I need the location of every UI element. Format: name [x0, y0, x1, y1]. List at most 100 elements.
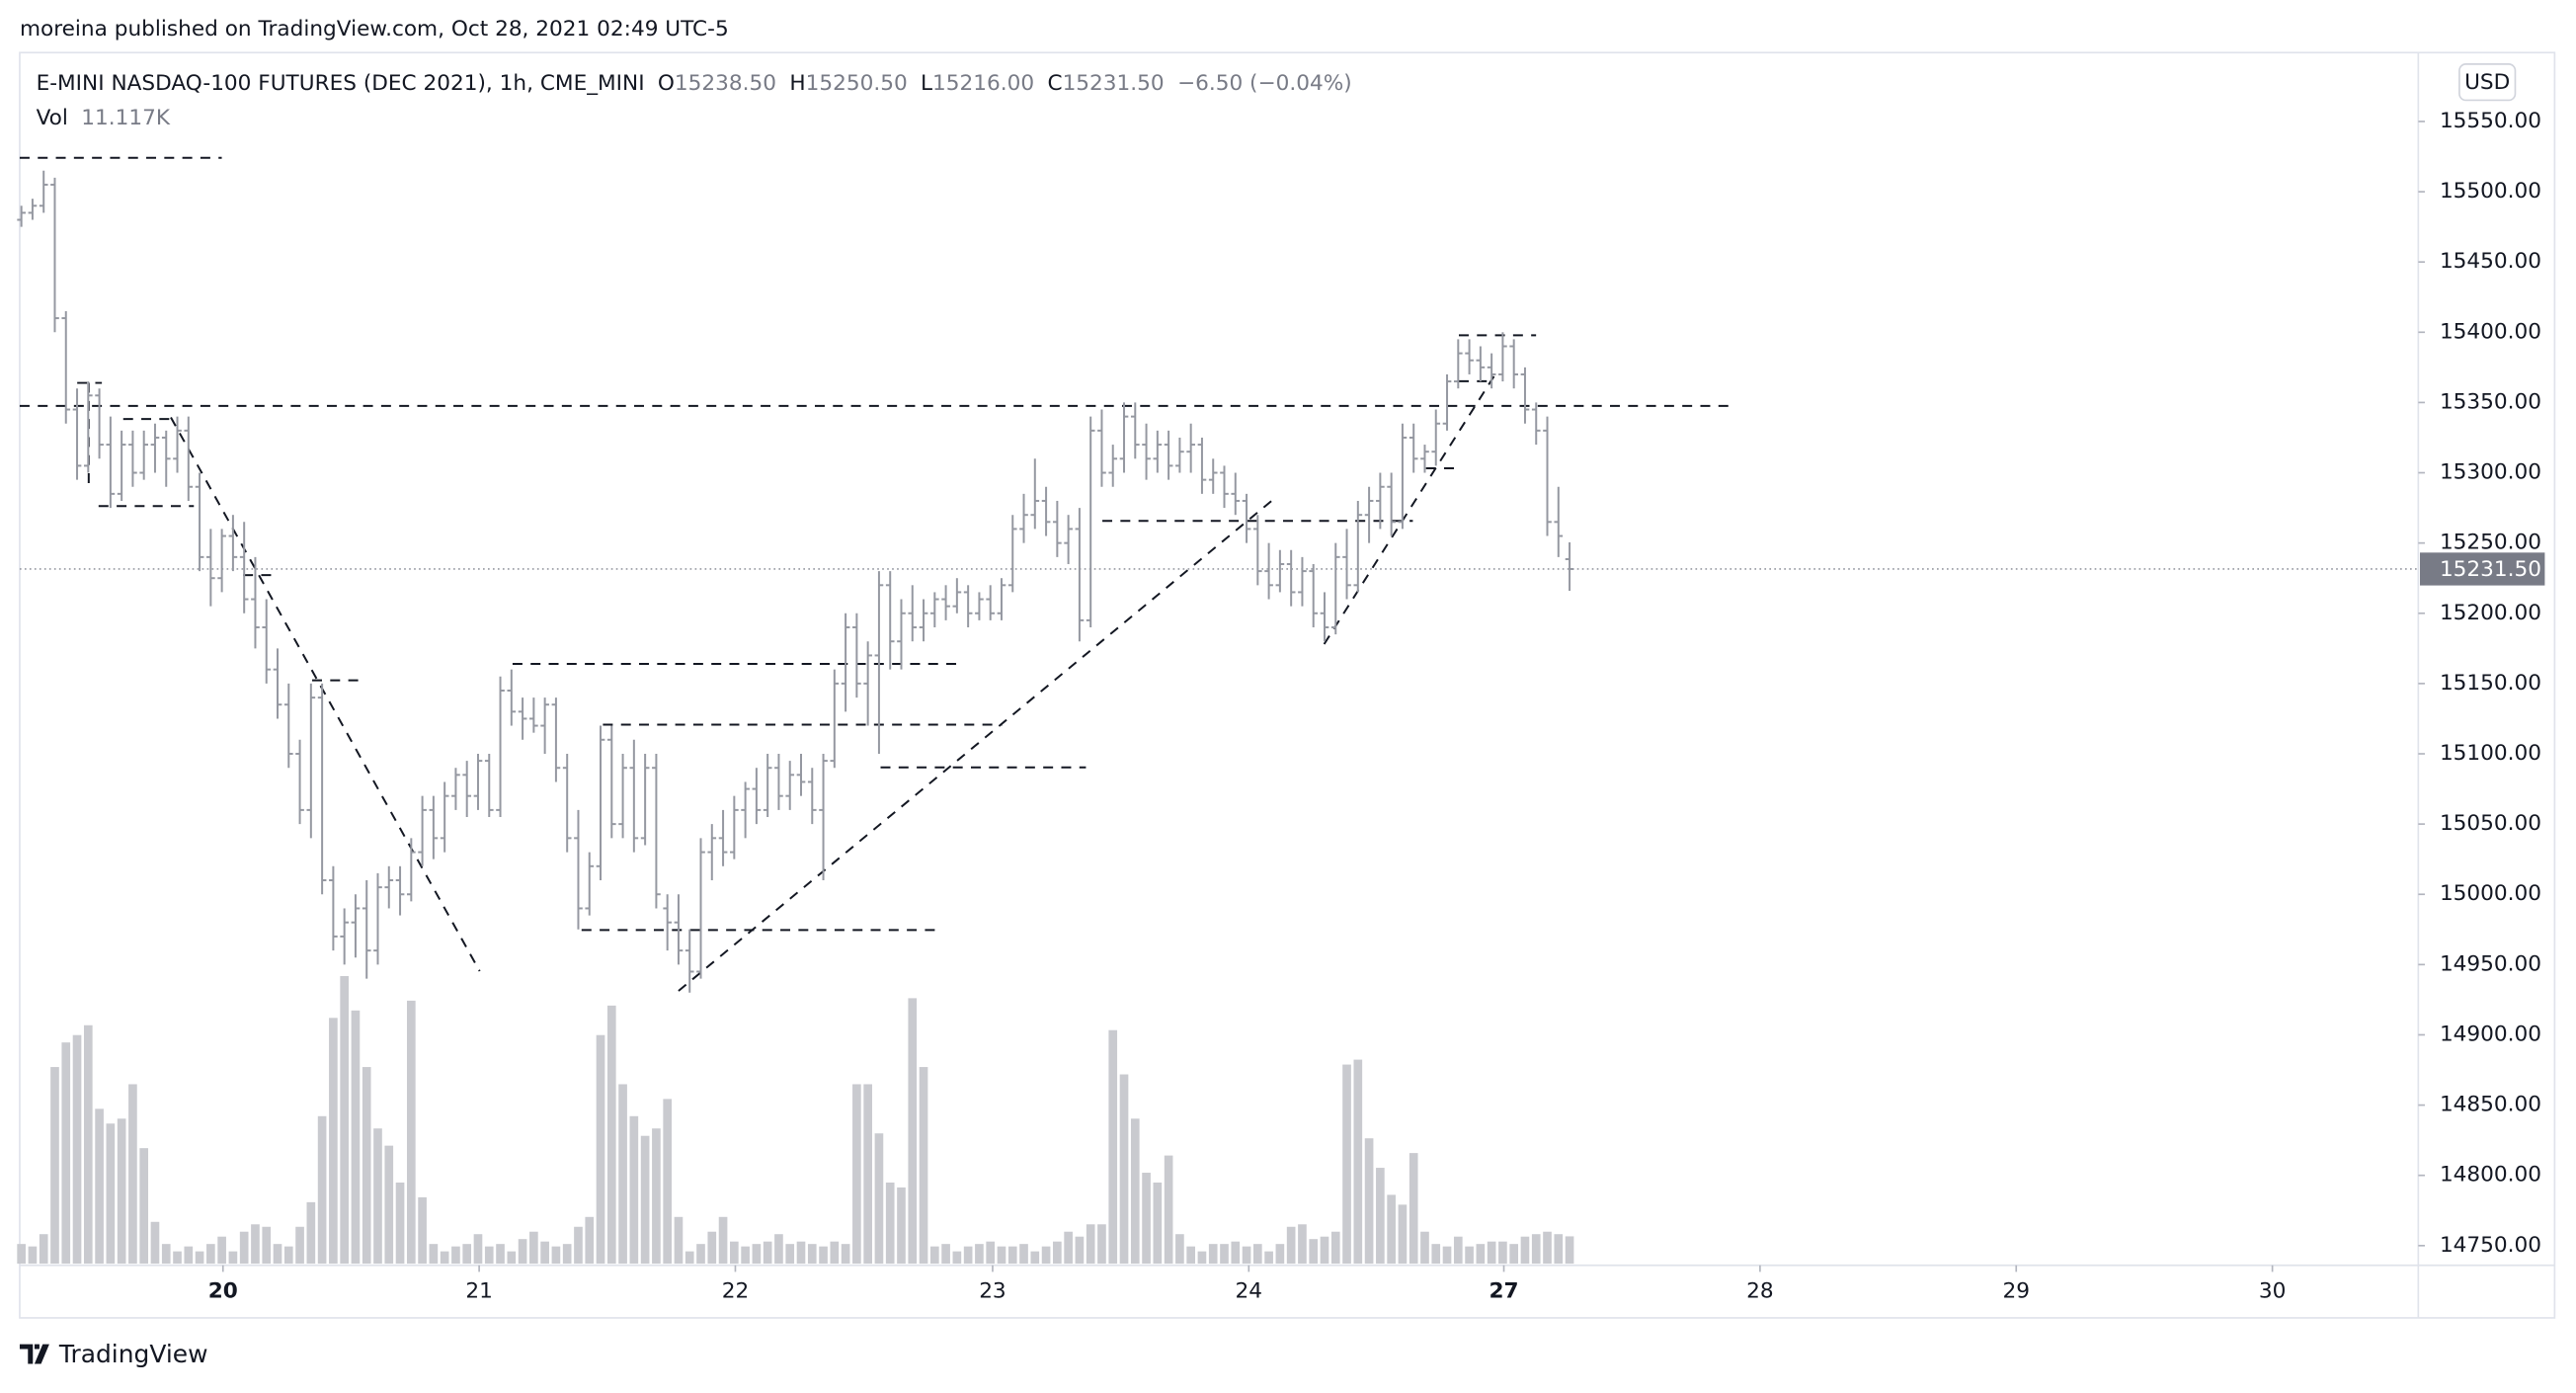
volume-bar — [1453, 1236, 1463, 1265]
drawing-line — [678, 498, 1274, 992]
x-tick-label: 28 — [1746, 1278, 1773, 1303]
x-tick-label: 29 — [2002, 1278, 2030, 1303]
volume-bar — [796, 1241, 806, 1265]
volume-bar — [1420, 1231, 1429, 1265]
volume-bar — [117, 1118, 126, 1265]
y-tick-label: 14800.00 — [2440, 1163, 2541, 1188]
volume-bar — [106, 1123, 116, 1265]
chart-frame — [19, 51, 2556, 1319]
volume-bar — [195, 1251, 204, 1265]
volume-bar — [1208, 1244, 1218, 1265]
y-tick-label: 14900.00 — [2440, 1022, 2541, 1046]
y-tick-label: 15050.00 — [2440, 811, 2541, 836]
volume-bar — [997, 1246, 1006, 1265]
volume-bar — [674, 1216, 684, 1265]
volume-bar — [1130, 1118, 1140, 1265]
volume-bar — [239, 1231, 249, 1265]
volume-bar — [340, 976, 349, 1265]
y-tick-label: 15100.00 — [2440, 741, 2541, 766]
volume-bar — [473, 1234, 483, 1265]
volume-bar — [496, 1244, 505, 1265]
volume-bar — [228, 1251, 238, 1265]
volume-bar — [150, 1221, 160, 1265]
currency-button[interactable] — [2458, 63, 2517, 102]
volume-bar — [283, 1246, 293, 1265]
drawings — [19, 156, 1737, 992]
y-tick-label: 14950.00 — [2440, 951, 2541, 976]
legend-key: Vol — [37, 106, 68, 130]
volume-bar — [72, 1034, 82, 1265]
volume-bar — [718, 1216, 728, 1265]
volume-bar — [852, 1084, 861, 1265]
volume-bar — [1342, 1064, 1351, 1265]
x-tick-label: 22 — [722, 1278, 750, 1303]
volume-bar — [217, 1236, 226, 1265]
volume-bar — [406, 1000, 416, 1265]
volume-bar — [384, 1145, 394, 1265]
volume-bar — [395, 1182, 405, 1265]
volume-bar — [484, 1246, 494, 1265]
volume-bar — [1053, 1241, 1062, 1265]
volume-bar — [1487, 1241, 1496, 1265]
volume-bar — [1409, 1153, 1418, 1265]
volume-bar — [1253, 1244, 1262, 1265]
published-note: moreina published on TradingView.com, Oc… — [20, 17, 729, 41]
volume-bar — [28, 1246, 38, 1265]
volume-bar — [540, 1241, 549, 1265]
volume-bar — [752, 1244, 762, 1265]
volume-bar — [1509, 1244, 1519, 1265]
volume-bar — [1019, 1244, 1028, 1265]
x-tick-label: 21 — [465, 1278, 493, 1303]
volume-bar — [1242, 1246, 1251, 1265]
volume-bar — [306, 1201, 316, 1265]
volume-bar — [1041, 1246, 1051, 1265]
y-tick-label: 15350.00 — [2440, 389, 2541, 414]
volume-bar — [1007, 1246, 1017, 1265]
volume-bar — [373, 1128, 382, 1265]
volume-bar — [329, 1018, 338, 1265]
legend-key: L — [921, 71, 932, 96]
x-tick-label: 27 — [1489, 1278, 1518, 1303]
y-tick-label: 15500.00 — [2440, 179, 2541, 204]
currency[interactable]: USD — [2464, 70, 2510, 95]
volume-bar — [1075, 1236, 1085, 1265]
volume-bar — [1142, 1173, 1151, 1265]
volume-bar — [830, 1241, 840, 1265]
volume-bar — [562, 1244, 572, 1265]
volume-bar — [518, 1239, 527, 1265]
volume-bar — [785, 1244, 795, 1265]
volume-bar — [1565, 1236, 1574, 1265]
volume-bar — [741, 1246, 750, 1265]
x-tick-label: 24 — [1236, 1278, 1263, 1303]
volume-bar — [1186, 1246, 1195, 1265]
y-tick-label: 15200.00 — [2440, 601, 2541, 625]
volume-bar — [1531, 1234, 1541, 1265]
volume-bar — [362, 1067, 371, 1265]
legend-value: 11.117K — [81, 106, 171, 130]
volume-bar — [1353, 1059, 1363, 1265]
volume-bar — [529, 1231, 538, 1265]
volume-bar — [1543, 1231, 1552, 1265]
volume-bar — [418, 1196, 427, 1265]
volume-bar — [206, 1244, 215, 1265]
volume-bar — [618, 1084, 627, 1265]
volume-bar — [1465, 1246, 1474, 1265]
legend-value: 15238.50 — [675, 71, 776, 96]
volume-bar — [1030, 1251, 1040, 1265]
volume-bar — [139, 1148, 149, 1265]
volume-bar — [1097, 1224, 1106, 1265]
y-tick-label: 14850.00 — [2440, 1093, 2541, 1117]
volume-bar — [1064, 1231, 1073, 1265]
volume-bar — [975, 1244, 984, 1265]
volume-bar — [629, 1115, 639, 1265]
volume-bar — [1175, 1234, 1184, 1265]
volume-bar — [262, 1226, 272, 1265]
volume-bar — [841, 1244, 850, 1265]
drawing-line — [170, 417, 481, 972]
volume-bar — [1286, 1226, 1296, 1265]
legend-value: 15231.50 — [1063, 71, 1165, 96]
x-tick-label: 23 — [979, 1278, 1006, 1303]
y-tick-label: 15450.00 — [2440, 249, 2541, 274]
volume-bars — [17, 976, 1574, 1265]
legend-key: O — [658, 71, 675, 96]
